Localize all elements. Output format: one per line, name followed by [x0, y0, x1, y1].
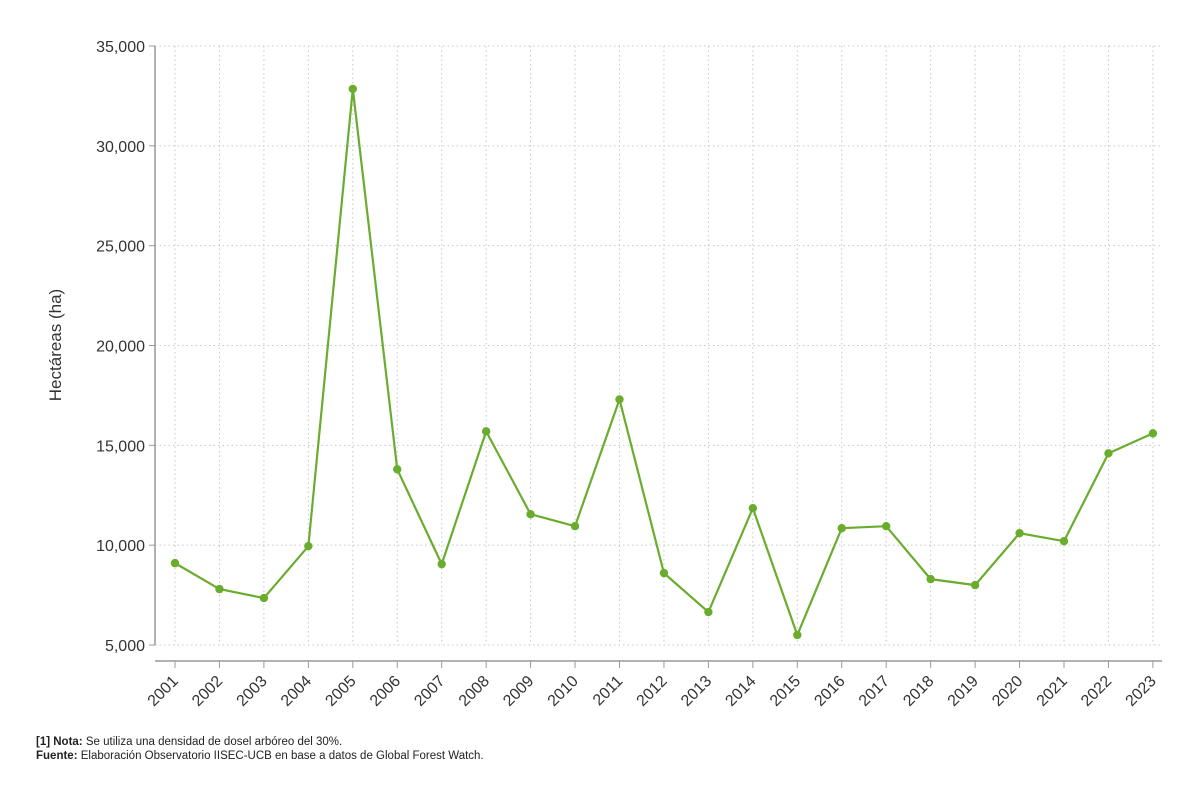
- x-tick-label: 2007: [411, 673, 448, 710]
- x-tick-label: 2013: [678, 673, 715, 710]
- line-chart: 5,000 10,000 15,000 20,000 25,000 30,000 35,00…: [46, 39, 1162, 710]
- x-tick-label: 2011: [590, 673, 626, 709]
- y-tick-label: 5,000: [105, 638, 145, 655]
- data-points: [170, 84, 1158, 640]
- x-tick-label: 2015: [767, 673, 804, 710]
- data-point: [1148, 429, 1158, 438]
- x-tick-label: 2018: [900, 673, 937, 710]
- x-tick-label: 2016: [811, 673, 848, 710]
- x-tick-label: 2020: [989, 673, 1026, 710]
- tick-labels: 5,000 10,000 15,000 20,000 25,000 30,000 35,00…: [96, 39, 1160, 710]
- x-tick-label: 2005: [322, 673, 359, 710]
- data-point: [748, 504, 758, 513]
- x-tick-label: 2022: [1078, 673, 1115, 710]
- data-point: [570, 521, 580, 531]
- data-point: [837, 523, 846, 533]
- data-point: [1015, 528, 1024, 538]
- footnote-source: Fuente: Elaboración Observatorio IISEC-U…: [36, 749, 484, 763]
- data-point: [704, 607, 713, 617]
- x-tick-label: 2014: [722, 673, 759, 710]
- y-tick-label: 10,000: [96, 538, 145, 555]
- data-point: [170, 558, 180, 568]
- data-point: [659, 568, 669, 578]
- y-axis-title: Hectáreas (ha): [46, 289, 65, 401]
- data-point: [393, 465, 402, 474]
- x-tick-label: 2004: [278, 673, 315, 710]
- footnote-note: [1] Nota: Se utiliza una densidad de dos…: [36, 735, 342, 749]
- data-point: [437, 559, 446, 569]
- y-tick-label: 30,000: [96, 139, 145, 156]
- data-point: [526, 510, 535, 519]
- data-point: [1059, 536, 1069, 546]
- data-point: [926, 574, 935, 584]
- data-point: [215, 584, 224, 594]
- data-point: [615, 395, 624, 404]
- data-point: [793, 630, 802, 640]
- x-tick-label: 2019: [945, 673, 982, 710]
- y-tick-label: 35,000: [96, 39, 145, 56]
- x-tick-label: 2002: [189, 673, 226, 710]
- data-point: [882, 521, 891, 531]
- data-point: [304, 541, 313, 551]
- x-tick-label: 2003: [234, 673, 271, 710]
- y-tick-label: 20,000: [96, 339, 145, 356]
- source-text: Elaboración Observatorio IISEC-UCB en ba…: [77, 750, 484, 762]
- source-label: Fuente:: [36, 750, 78, 762]
- x-tick-label: 2023: [1123, 673, 1160, 710]
- x-tick-label: 2021: [1034, 673, 1071, 710]
- note-text: Se utiliza una densidad de dosel arbóreo…: [82, 736, 343, 748]
- x-tick-label: 2008: [456, 673, 493, 710]
- data-point: [481, 427, 491, 436]
- y-tick-label: 25,000: [96, 239, 145, 256]
- x-tick-label: 2009: [500, 673, 537, 710]
- x-tick-label: 2006: [367, 673, 404, 710]
- data-point: [1104, 449, 1113, 458]
- x-tick-label: 2010: [545, 673, 582, 710]
- x-tick-label: 2017: [856, 673, 893, 710]
- y-tick-label: 15,000: [96, 438, 145, 455]
- x-tick-label: 2001: [145, 673, 182, 710]
- data-point: [259, 593, 269, 603]
- x-tick-label: 2012: [634, 673, 671, 710]
- data-point: [970, 580, 980, 590]
- axes: [149, 45, 1162, 668]
- grid-lines: [155, 45, 1162, 646]
- data-point: [348, 84, 357, 94]
- note-label: [1] Nota:: [36, 736, 83, 748]
